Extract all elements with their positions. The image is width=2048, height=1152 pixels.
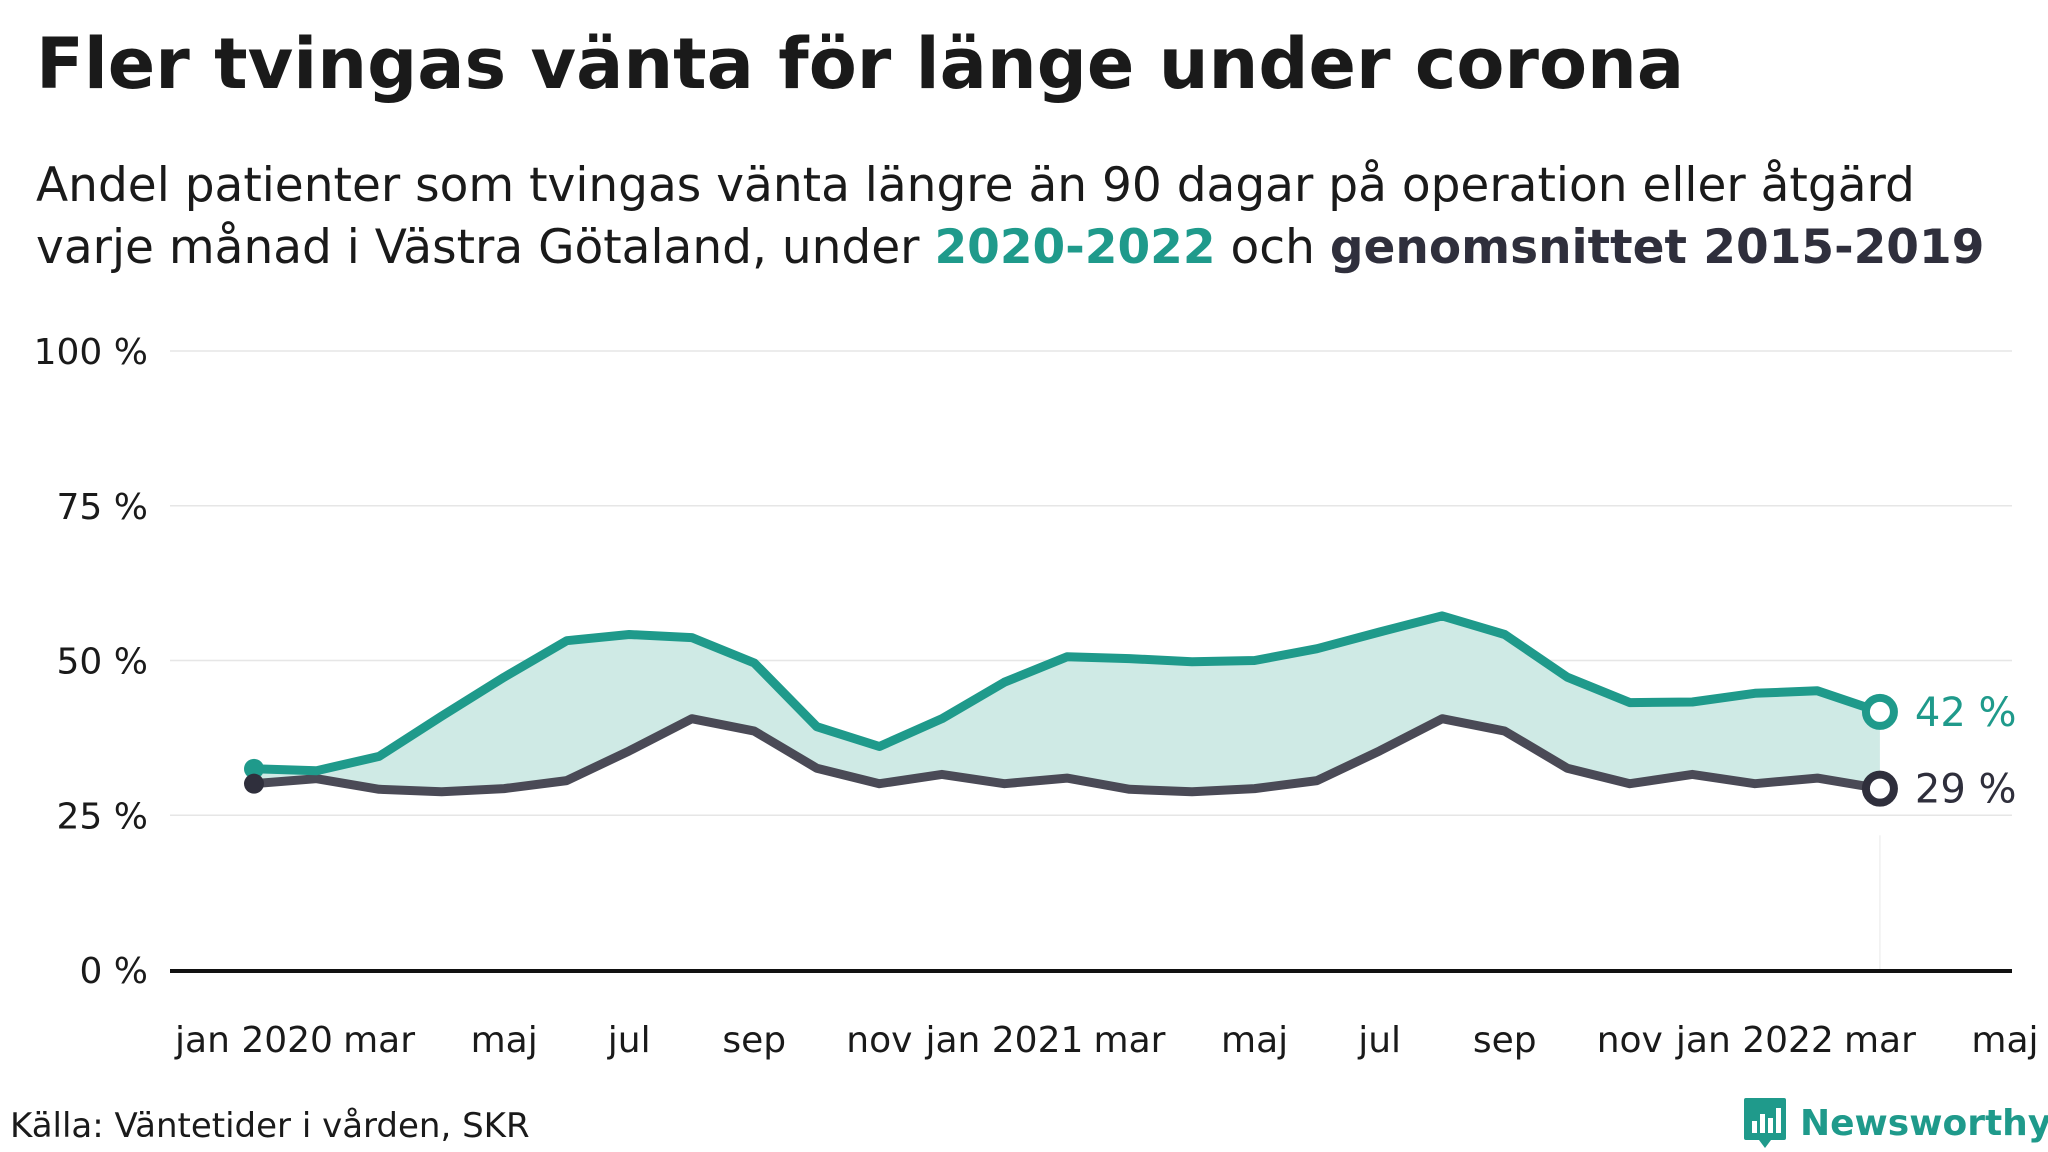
series-line-average [249,714,1885,797]
chart-subtitle: Andel patienter som tvingas vänta längre… [36,155,2048,279]
y-tick-label: 0 % [79,951,148,992]
series-end-point-average [1861,770,1898,807]
end-label-current: 42 % [1915,690,2017,736]
series-line-current [249,611,1885,776]
subtitle-average-period: genomsnittet 2015-2019 [1329,220,1985,275]
brand-logo: Newsworthy [1742,1094,2048,1152]
y-axis-tick-labels: 0 % 25 % 50 % 75 % 100 % [34,332,148,992]
end-label-average: 29 % [1915,767,2017,813]
brand-name: Newsworthy [1800,1102,2048,1144]
x-tick-label: nov [846,1020,912,1061]
subtitle-current-period: 2020-2022 [934,220,1216,275]
x-tick-label: jan 2022 [1675,1020,1834,1061]
x-tick-label: maj [1971,1020,2038,1061]
x-tick-label: maj [471,1020,538,1061]
x-tick-label: mar [1094,1020,1166,1061]
series-lines [249,611,1885,797]
series-start-point-average [244,773,264,794]
difference-area [254,615,1880,792]
y-tick-label: 75 % [57,487,148,528]
series-end-point-current [1861,693,1898,730]
y-tick-label: 100 % [34,332,148,373]
subtitle-line-2-middle: och [1215,220,1330,275]
y-tick-label: 25 % [57,796,148,837]
end-value-labels: 42 % 29 % [1915,690,2017,813]
subtitle-line-2-prefix: varje månad i Västra Götaland, under [36,220,935,275]
x-axis-tick-labels: jan 2020 mar maj jul sep nov jan 2021 mar maj jul… [174,1020,2039,1061]
source-note: Källa: Väntetider i vården, SKR [10,1106,530,1146]
x-tick-label: mar [1844,1020,1916,1061]
x-tick-label: jan 2020 [174,1020,333,1061]
x-tick-label: nov [1597,1020,1663,1061]
x-tick-label: maj [1221,1020,1288,1061]
series-start-point-current [244,758,264,779]
area-between-series [254,615,1880,792]
y-tick-label: 50 % [57,642,148,683]
series-markers [244,693,1898,807]
x-tick-label: sep [1473,1020,1537,1061]
line-chart: 0 %25 %50 %75 %100 % jan 2020 mar maj jul se… [34,332,2039,1061]
x-tick-label: jul [607,1020,651,1061]
x-tick-label: sep [722,1020,786,1061]
x-tick-label: mar [343,1020,415,1061]
x-tick-label: jan 2021 [924,1020,1083,1061]
bar-chart-icon [1744,1098,1786,1148]
chart-title: Fler tvingas vänta för länge under coron… [36,23,1685,105]
subtitle-line-1: Andel patienter som tvingas vänta längre… [36,158,1915,213]
x-tick-label: jul [1357,1020,1401,1061]
